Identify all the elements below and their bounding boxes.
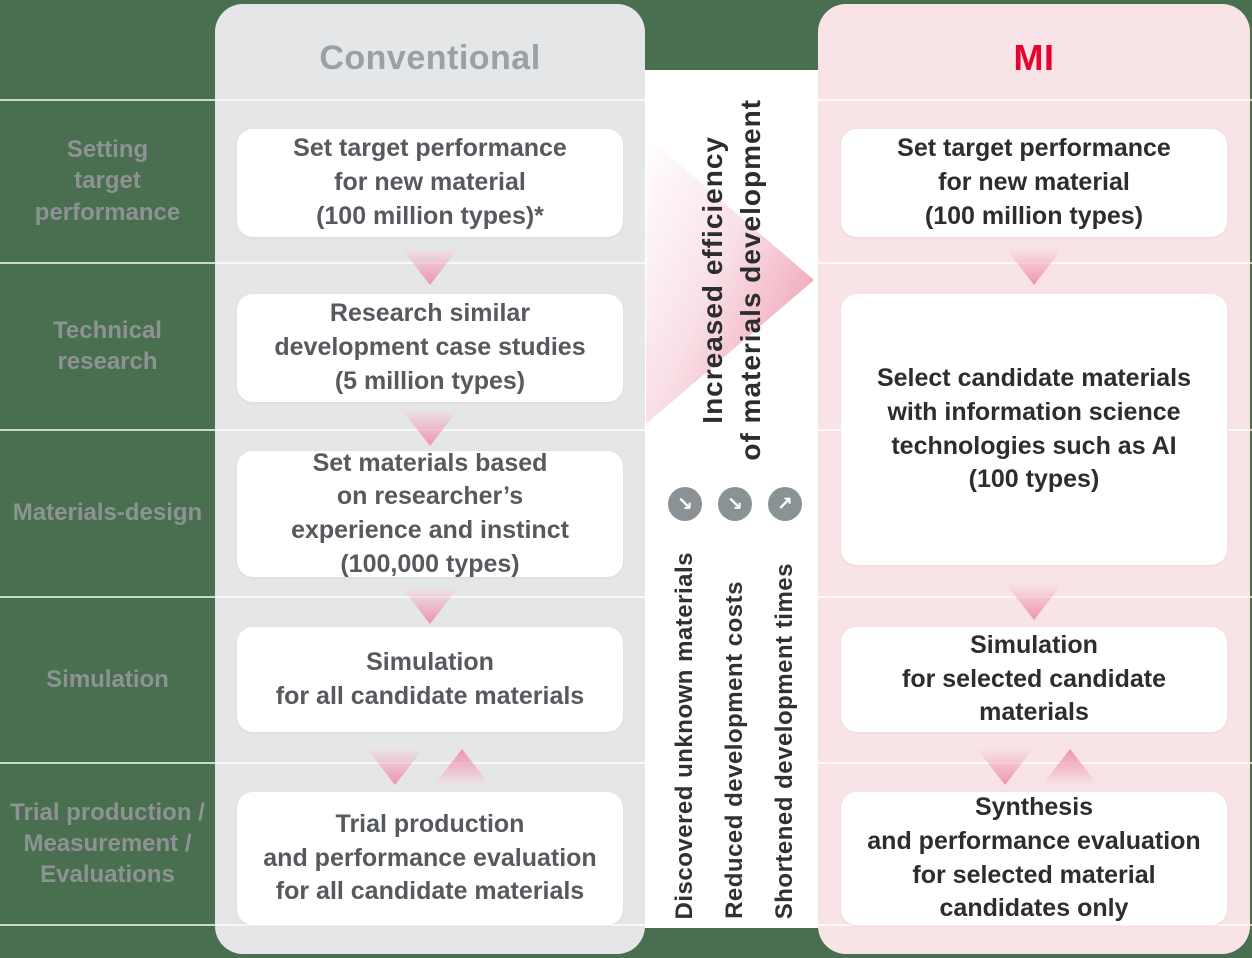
row-divider xyxy=(0,429,1252,431)
mi-step-set-target: Set target performance for new material … xyxy=(841,129,1227,237)
row-divider xyxy=(0,596,1252,598)
mi-step-select-candidates: Select candidate materials with informat… xyxy=(841,294,1227,565)
conventional-step-set-target: Set target performance for new material … xyxy=(237,129,623,237)
conventional-title: Conventional xyxy=(319,38,541,77)
mi-title: MI xyxy=(1013,37,1055,78)
benefit-label: Discovered unknown materials xyxy=(671,551,698,919)
conventional-step-set-materials: Set materials based on researcher’s expe… xyxy=(237,449,623,578)
row-divider xyxy=(0,99,1252,101)
rail-label-technical-research: Technical research xyxy=(53,316,162,375)
mi-step-simulation: Simulation for selected candidate materi… xyxy=(841,627,1227,732)
benefit-shortened-times: ↗ Shortened development times xyxy=(764,487,806,919)
conventional-step-simulation: Simulation for all candidate materials xyxy=(237,627,623,732)
benefit-label: Shortened development times xyxy=(771,562,798,919)
down-right-arrow-icon: ↘ xyxy=(718,487,752,521)
benefit-label: Reduced development costs xyxy=(721,581,748,919)
benefit-discovered-materials: ↘ Discovered unknown materials xyxy=(664,487,706,919)
rail-label-setting-target-performance: Setting target performance xyxy=(34,136,181,226)
down-right-arrow-icon: ↘ xyxy=(668,487,702,521)
efficiency-caption-line1: Increased efficiency xyxy=(696,136,728,424)
arrow-glyph: ↘ xyxy=(677,493,693,515)
rail-label-materials-design: Materials-design xyxy=(12,499,203,527)
row-divider xyxy=(0,762,1252,764)
row-divider xyxy=(0,262,1252,264)
rail-label-simulation: Simulation xyxy=(46,665,169,693)
efficiency-caption: Increased efficiency of materials develo… xyxy=(645,95,818,465)
benefit-reduced-costs: ↘ Reduced development costs xyxy=(714,487,756,919)
mi-step-synthesis: Synthesis and performance evaluation for… xyxy=(841,792,1227,925)
conventional-step-trial-production: Trial production and performance evaluat… xyxy=(237,792,623,925)
up-right-arrow-icon: ↗ xyxy=(768,487,802,521)
row-divider xyxy=(0,924,1252,926)
efficiency-caption-line2: of materials development xyxy=(734,99,766,461)
rail-label-trial-production: Trial production / Measurement / Evaluat… xyxy=(10,798,205,889)
conventional-step-research-cases: Research similar development case studie… xyxy=(237,294,623,402)
arrow-glyph: ↗ xyxy=(777,493,793,515)
arrow-glyph: ↘ xyxy=(727,493,743,515)
